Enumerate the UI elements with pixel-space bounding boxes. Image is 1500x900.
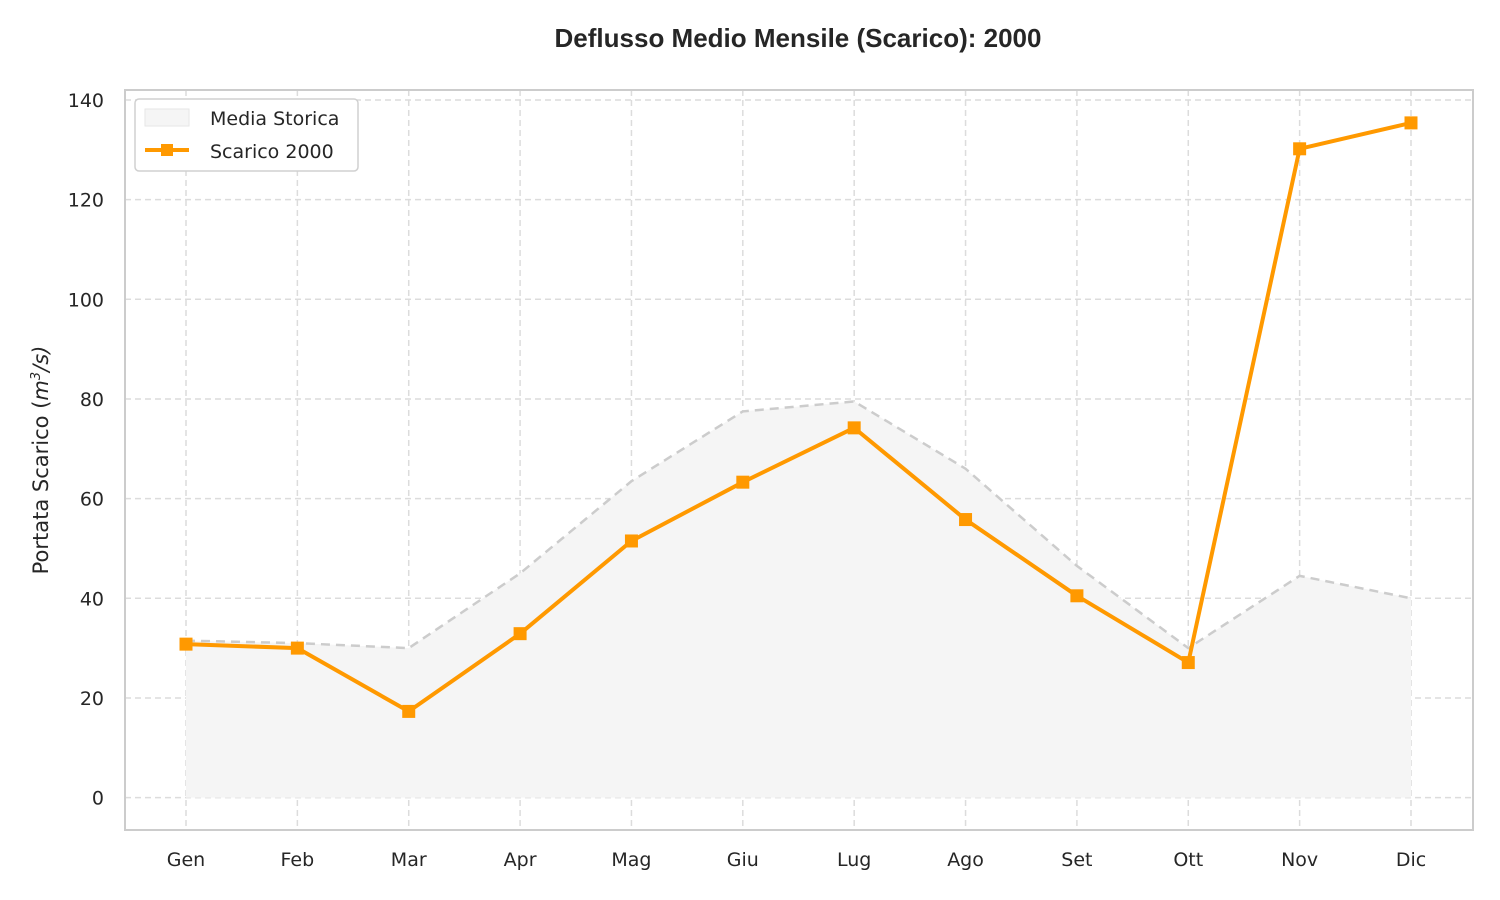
marker-group	[179, 116, 1418, 718]
y-tick-label-100: 100	[68, 289, 104, 311]
x-tick-label-giu: Giu	[727, 849, 759, 871]
marker-mag	[624, 534, 638, 548]
series-line-group	[185, 120, 1412, 714]
plot-frame	[124, 89, 1474, 831]
x-tick-label-set: Set	[1061, 849, 1092, 871]
x-tick-label-mag: Mag	[611, 849, 651, 871]
marker-set	[1070, 589, 1084, 603]
y-tick-label-0: 0	[92, 788, 104, 810]
x-tick-label-nov: Nov	[1281, 849, 1318, 871]
y-tick-label-40: 40	[80, 588, 104, 610]
marker-lug	[847, 421, 861, 435]
marker-ott	[1181, 656, 1195, 670]
marker-dic	[1404, 116, 1418, 130]
marker-ago	[959, 513, 973, 527]
historical-area-fill	[186, 401, 1411, 798]
x-tick-label-apr: Apr	[504, 849, 537, 871]
x-tick-label-lug: Lug	[837, 849, 871, 871]
y-axis-ticks: 0 20 40 60 80 100 120 140	[68, 90, 104, 810]
historical-area	[185, 400, 1412, 798]
legend-area-swatch	[144, 108, 190, 127]
legend-label-media-storica: Media Storica	[210, 108, 339, 130]
x-tick-label-dic: Dic	[1396, 849, 1426, 871]
scarico-2000-line	[185, 120, 1412, 714]
chart-title: Deflusso Medio Mensile (Scarico): 2000	[555, 23, 1042, 53]
marker-apr	[513, 627, 527, 641]
x-tick-label-mar: Mar	[391, 849, 427, 871]
marker-giu	[736, 475, 750, 489]
x-tick-label-feb: Feb	[281, 849, 315, 871]
y-tick-label-80: 80	[80, 389, 104, 411]
x-tick-label-ott: Ott	[1173, 849, 1203, 871]
x-tick-label-ago: Ago	[947, 849, 984, 871]
x-tick-label-gen: Gen	[167, 849, 205, 871]
legend-marker-swatch	[161, 144, 173, 156]
y-tick-label-60: 60	[80, 489, 104, 511]
y-tick-label-20: 20	[80, 688, 104, 710]
x-axis-ticks: Gen Feb Mar Apr Mag Giu Lug Ago Set Ott Nov Dic	[167, 849, 1426, 871]
y-axis-label: Portata Scarico (m3/s)	[29, 346, 53, 575]
marker-nov	[1293, 142, 1307, 156]
marker-feb	[290, 641, 304, 655]
y-tick-label-140: 140	[68, 90, 104, 112]
legend: Media Storica Scarico 2000	[134, 98, 359, 172]
y-tick-label-120: 120	[68, 190, 104, 212]
legend-label-scarico-2000: Scarico 2000	[210, 141, 334, 163]
marker-mar	[402, 704, 416, 718]
marker-gen	[179, 637, 193, 651]
legend-box	[134, 98, 359, 172]
